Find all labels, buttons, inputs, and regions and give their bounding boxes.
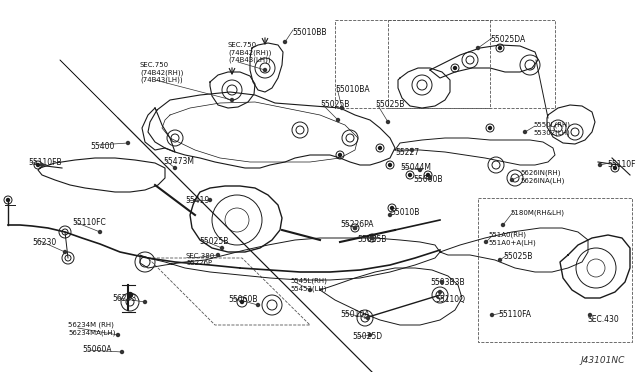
Text: 55010A: 55010A xyxy=(340,310,369,319)
Text: 5180M(RH&LH): 5180M(RH&LH) xyxy=(510,210,564,217)
Circle shape xyxy=(339,154,342,157)
Circle shape xyxy=(598,164,602,167)
Circle shape xyxy=(589,314,591,317)
Circle shape xyxy=(369,334,371,337)
Text: 56243: 56243 xyxy=(112,294,136,303)
Circle shape xyxy=(438,291,442,294)
Text: 55010BA: 55010BA xyxy=(335,85,370,94)
Circle shape xyxy=(116,334,120,337)
Circle shape xyxy=(388,214,392,217)
Text: 55060A: 55060A xyxy=(82,345,111,354)
Circle shape xyxy=(490,314,493,317)
Text: 55044M: 55044M xyxy=(400,163,431,172)
Text: 55025B: 55025B xyxy=(503,252,532,261)
Text: 55010B: 55010B xyxy=(390,208,419,217)
Circle shape xyxy=(63,250,67,253)
Text: 55010BB: 55010BB xyxy=(292,28,326,37)
Text: 551A0(RH)
551A0+A(LH): 551A0(RH) 551A0+A(LH) xyxy=(488,232,536,246)
Text: 55025B: 55025B xyxy=(199,237,228,246)
Text: 55060B: 55060B xyxy=(228,295,257,304)
Circle shape xyxy=(484,241,488,244)
Text: 55025DA: 55025DA xyxy=(490,35,525,44)
Circle shape xyxy=(120,350,124,353)
Circle shape xyxy=(173,167,177,170)
Circle shape xyxy=(426,173,429,176)
Circle shape xyxy=(410,148,413,151)
Circle shape xyxy=(454,67,456,70)
Circle shape xyxy=(340,106,344,109)
Circle shape xyxy=(419,169,422,171)
Circle shape xyxy=(6,199,10,202)
Circle shape xyxy=(488,126,492,129)
Text: 55226PA: 55226PA xyxy=(340,220,374,229)
Circle shape xyxy=(216,253,220,257)
Text: 55060B: 55060B xyxy=(413,175,442,184)
Circle shape xyxy=(353,227,356,230)
Circle shape xyxy=(40,164,44,167)
Circle shape xyxy=(284,41,287,44)
Circle shape xyxy=(127,292,132,298)
Circle shape xyxy=(99,231,102,234)
Text: 55025B: 55025B xyxy=(357,235,387,244)
Text: 55473M: 55473M xyxy=(163,157,194,166)
Circle shape xyxy=(36,164,40,167)
Text: 5545L(RH)
55452(LH): 5545L(RH) 55452(LH) xyxy=(290,278,327,292)
Text: J43101NC: J43101NC xyxy=(580,356,625,365)
Circle shape xyxy=(408,173,412,176)
Text: SEC.430: SEC.430 xyxy=(587,315,619,324)
Text: 56230: 56230 xyxy=(32,238,56,247)
Circle shape xyxy=(477,46,479,49)
Text: 55110Q: 55110Q xyxy=(435,295,465,304)
Circle shape xyxy=(614,167,616,170)
Text: 55110FC: 55110FC xyxy=(72,218,106,227)
Circle shape xyxy=(143,301,147,304)
Text: SEC.750
(74B42(RH))
(74B43(LH)): SEC.750 (74B42(RH)) (74B43(LH)) xyxy=(140,62,184,83)
Circle shape xyxy=(378,147,381,150)
Circle shape xyxy=(499,46,502,49)
Text: 56234M (RH)
56234MA(LH): 56234M (RH) 56234MA(LH) xyxy=(68,322,115,336)
Circle shape xyxy=(308,289,312,292)
Text: 5550L(RH)
55302(LH): 5550L(RH) 55302(LH) xyxy=(533,122,570,136)
Circle shape xyxy=(230,99,234,102)
Circle shape xyxy=(511,179,513,182)
Circle shape xyxy=(264,68,266,71)
Circle shape xyxy=(499,259,502,262)
Circle shape xyxy=(127,141,129,144)
Circle shape xyxy=(221,247,223,250)
Text: 55110F: 55110F xyxy=(607,160,636,169)
Circle shape xyxy=(353,227,356,230)
Text: SEC.750
(74B42(RH))
(74B43(LH)): SEC.750 (74B42(RH)) (74B43(LH)) xyxy=(228,42,271,63)
Circle shape xyxy=(388,164,392,167)
Text: 55110FB: 55110FB xyxy=(28,158,61,167)
Circle shape xyxy=(371,237,374,240)
Circle shape xyxy=(367,317,369,320)
Circle shape xyxy=(429,176,431,180)
Text: 55025D: 55025D xyxy=(352,332,382,341)
Text: SEC.380
55226P: SEC.380 55226P xyxy=(186,253,215,266)
Circle shape xyxy=(387,121,390,124)
Text: 55227: 55227 xyxy=(395,148,419,157)
Circle shape xyxy=(390,206,394,209)
Circle shape xyxy=(241,301,243,304)
Text: 5503B3B: 5503B3B xyxy=(430,278,465,287)
Text: 55419: 55419 xyxy=(185,196,209,205)
Circle shape xyxy=(440,280,444,283)
Circle shape xyxy=(337,119,339,122)
Text: 55400: 55400 xyxy=(90,142,115,151)
Text: 55025B: 55025B xyxy=(375,100,404,109)
Text: 5626IN(RH)
5626INA(LH): 5626IN(RH) 5626INA(LH) xyxy=(520,170,564,184)
Circle shape xyxy=(502,224,504,227)
Circle shape xyxy=(257,304,259,307)
Text: 55110FA: 55110FA xyxy=(498,310,531,319)
Circle shape xyxy=(524,131,527,134)
Text: 55025B: 55025B xyxy=(320,100,349,109)
Circle shape xyxy=(209,199,211,202)
Circle shape xyxy=(371,237,374,240)
